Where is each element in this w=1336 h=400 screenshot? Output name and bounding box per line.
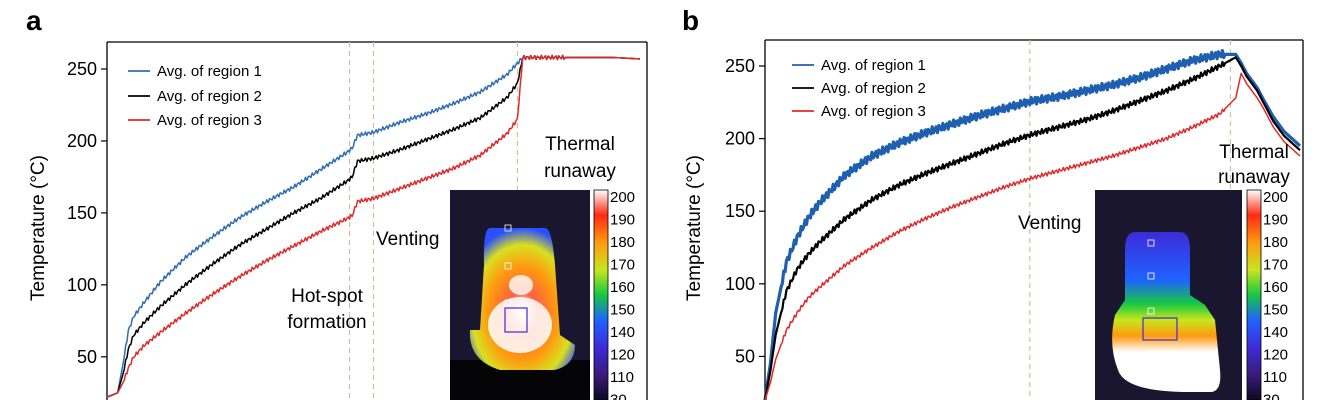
- legend-a: Avg. of region 1 Avg. of region 2 Avg. o…: [128, 63, 262, 129]
- thermal-inset-b: 200 190 180 170 160 150 140 120 110 30: [1095, 189, 1288, 400]
- legend-b: Avg. of region 1 Avg. of region 2 Avg. o…: [792, 57, 926, 120]
- panel-b: b 50 100 150 200 250 Temperature (°C) Avg. o…: [682, 5, 1304, 400]
- series-b: [763, 49, 1302, 400]
- colorbar-tick-label: 110: [610, 369, 634, 386]
- y-tick-label: 50: [77, 347, 97, 367]
- y-tick-label: 50: [735, 346, 755, 366]
- colorbar-tick-label: 140: [1263, 324, 1288, 341]
- annotation-venting-b: Venting: [1018, 213, 1081, 234]
- series-a: [106, 54, 640, 398]
- colorbar-tick-label: 170: [1263, 257, 1288, 274]
- colorbar-tick-label: 160: [610, 279, 635, 296]
- colorbar-tick-label: 150: [610, 302, 635, 319]
- annotation-thermal-line2-a: runaway: [544, 161, 616, 182]
- y-tick-label: 200: [725, 129, 755, 149]
- colorbar-tick-label: 170: [610, 257, 635, 274]
- y-tick-label: 100: [67, 275, 97, 295]
- colorbar-tick-label: 200: [1263, 189, 1288, 206]
- colorbar-tick-label: 200: [610, 189, 635, 206]
- legend-label-region3: Avg. of region 3: [157, 112, 262, 129]
- colorbar-tick-label: 190: [1263, 212, 1288, 229]
- legend-label-region2-b: Avg. of region 2: [821, 80, 926, 97]
- colorbar-tick-label: 190: [610, 212, 635, 229]
- legend-label-region3-b: Avg. of region 3: [821, 103, 926, 120]
- colorbar-labels-b: 200 190 180 170 160 150 140 120 110 30: [1263, 189, 1288, 400]
- colorbar-a: [593, 189, 609, 400]
- legend-label-region1-b: Avg. of region 1: [821, 57, 926, 74]
- thermal-cell-b: [1112, 232, 1221, 392]
- y-axis-title-b: Temperature (°C): [684, 155, 705, 301]
- y-tick-label: 150: [725, 201, 755, 221]
- series-line-region3: [106, 54, 640, 398]
- annotation-hotspot-line2-a: formation: [287, 312, 366, 333]
- panel-a: a 50 100 150 200 250 Temperature (°C) Avg. o…: [26, 5, 648, 400]
- legend-label-region2: Avg. of region 2: [157, 88, 262, 105]
- y-tick-label: 150: [67, 203, 97, 223]
- thermal-inset-a: 200 190 180 170 160 150 140 120 110 30: [450, 189, 635, 400]
- series-line-region2: [763, 56, 1301, 400]
- annotation-thermal-line1-a: Thermal: [545, 134, 615, 155]
- series-line-region1: [763, 49, 1302, 400]
- colorbar-tick-label: 120: [1263, 347, 1288, 364]
- colorbar-tick-label: 120: [610, 347, 635, 364]
- y-tick-label: 250: [725, 56, 755, 76]
- legend-label-region1: Avg. of region 1: [157, 63, 262, 80]
- colorbar-tick-label: 160: [1263, 279, 1288, 296]
- colorbar-tick-label: 140: [610, 324, 635, 341]
- colorbar-tick-label: 30: [1263, 392, 1280, 400]
- colorbar-tick-label: 180: [1263, 234, 1288, 251]
- colorbar-b: [1246, 189, 1262, 400]
- series-line-region3: [764, 72, 1301, 400]
- colorbar-tick-label: 110: [1263, 369, 1287, 386]
- y-ticks-a: 50 100 150 200 250: [67, 59, 107, 367]
- colorbar-tick-label: 150: [1263, 302, 1288, 319]
- annotation-thermal-line2-b: runaway: [1218, 167, 1290, 188]
- y-tick-label: 250: [67, 59, 97, 79]
- annotation-hotspot-line1-a: Hot-spot: [291, 286, 364, 307]
- colorbar-labels-a: 200 190 180 170 160 150 140 120 110 30: [610, 189, 635, 400]
- inset-region-box: [504, 307, 528, 333]
- y-ticks-b: 50 100 150 200 250: [725, 56, 765, 366]
- y-tick-label: 200: [67, 131, 97, 151]
- inset-region-box-b: [1142, 317, 1178, 341]
- annotation-venting-a: Venting: [376, 229, 439, 250]
- colorbar-tick-label: 180: [610, 234, 635, 251]
- panel-letter-a: a: [26, 5, 42, 36]
- y-axis-title-a: Temperature (°C): [28, 155, 49, 301]
- y-tick-label: 100: [725, 274, 755, 294]
- colorbar-tick-label: 30: [610, 392, 627, 400]
- annotation-thermal-line1-b: Thermal: [1219, 142, 1289, 163]
- panel-letter-b: b: [682, 5, 699, 36]
